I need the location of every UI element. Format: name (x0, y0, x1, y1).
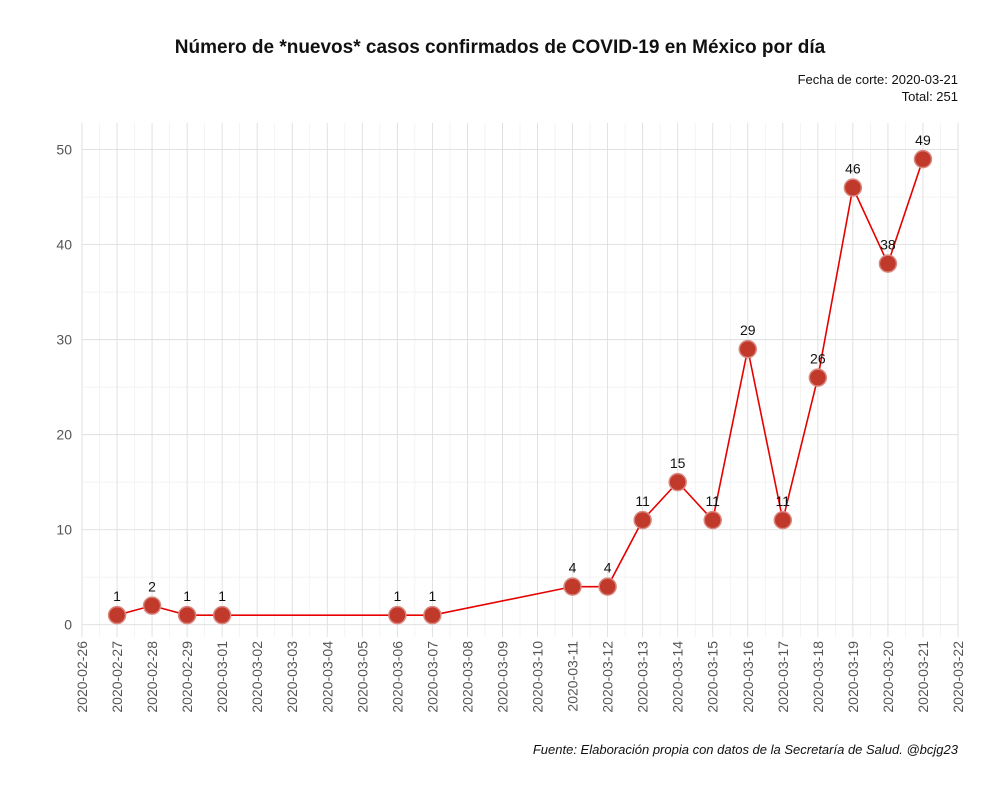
x-tick-label: 2020-02-29 (179, 641, 195, 713)
x-tick-label: 2020-03-02 (249, 641, 265, 713)
data-point (212, 605, 232, 625)
x-tick-label: 2020-03-13 (635, 641, 651, 713)
x-tick-label: 2020-03-17 (775, 641, 791, 713)
x-tick-label: 2020-03-21 (915, 641, 931, 713)
x-tick-label: 2020-03-18 (810, 641, 826, 713)
data-label: 1 (183, 588, 191, 604)
data-point (177, 605, 197, 625)
x-tick-label: 2020-02-27 (109, 641, 125, 713)
data-point (703, 510, 722, 530)
series-cases (107, 149, 933, 625)
x-tick-label: 2020-03-04 (319, 641, 335, 713)
x-tick-label: 2020-03-08 (459, 641, 475, 713)
data-point (913, 149, 933, 169)
x-tick-label: 2020-03-19 (845, 641, 861, 713)
x-tick-label: 2020-03-15 (705, 641, 721, 713)
data-point (142, 596, 162, 615)
x-tick-label: 2020-02-28 (144, 641, 160, 713)
x-tick-label: 2020-03-10 (530, 641, 546, 713)
chart-subtitle: Fecha de corte: 2020-03-21 Total: 251 (798, 71, 958, 105)
x-tick-label: 2020-03-06 (389, 641, 405, 713)
data-point (633, 510, 652, 530)
x-tick-label: 2020-03-07 (424, 641, 440, 713)
data-point (423, 605, 442, 625)
data-label: 49 (915, 132, 931, 148)
data-label: 11 (776, 493, 791, 509)
data-point (563, 577, 582, 596)
data-label: 46 (845, 161, 861, 177)
x-tick-label: 2020-03-03 (284, 641, 300, 713)
data-label: 1 (429, 588, 437, 604)
data-point (843, 178, 863, 197)
y-tick-label: 10 (56, 522, 72, 538)
data-label: 1 (393, 588, 401, 604)
data-point (738, 339, 758, 359)
x-tick-label: 2020-03-01 (214, 641, 230, 713)
y-tick-label: 50 (56, 142, 72, 158)
x-tick-label: 2020-03-16 (740, 641, 756, 713)
data-label: 4 (604, 560, 612, 576)
x-tick-label: 2020-02-26 (74, 641, 90, 713)
cutoff-date-label: Fecha de corte: 2020-03-21 (797, 72, 958, 87)
data-point (773, 510, 793, 530)
data-label: 11 (635, 493, 650, 509)
grid (81, 123, 959, 637)
data-label: 1 (113, 588, 121, 604)
data-label: 29 (740, 322, 756, 338)
data-label: 4 (569, 560, 577, 576)
x-tick-label: 2020-03-22 (950, 641, 966, 713)
x-tick-label: 2020-03-11 (565, 641, 581, 712)
x-tick-label: 2020-03-14 (670, 641, 686, 713)
data-point (598, 577, 617, 596)
x-tick-label: 2020-03-20 (880, 641, 896, 713)
y-tick-label: 20 (56, 427, 72, 443)
x-tick-label: 2020-03-12 (600, 641, 616, 713)
x-tick-label: 2020-03-05 (354, 641, 370, 713)
data-point (878, 254, 898, 273)
data-label: 38 (880, 237, 896, 253)
data-point (388, 605, 407, 625)
data-label: 26 (810, 351, 826, 367)
data-point (107, 605, 127, 625)
data-label: 2 (148, 579, 156, 595)
data-label: 11 (705, 493, 720, 509)
y-tick-label: 30 (56, 332, 72, 348)
data-label: 1 (218, 588, 226, 604)
source-caption: Fuente: Elaboración propia con datos de … (532, 742, 958, 757)
data-point (668, 472, 687, 492)
total-label: Total: 251 (901, 89, 958, 104)
y-tick-label: 40 (56, 237, 72, 253)
data-point (808, 368, 828, 387)
x-tick-label: 2020-03-09 (494, 641, 510, 713)
data-label: 15 (670, 455, 686, 471)
chart-title: Número de *nuevos* casos confirmados de … (174, 37, 826, 58)
y-tick-label: 0 (64, 617, 72, 633)
axes: 2020-02-26 2020-02-27 2020-02-28 2020-02-29… (56, 142, 966, 713)
